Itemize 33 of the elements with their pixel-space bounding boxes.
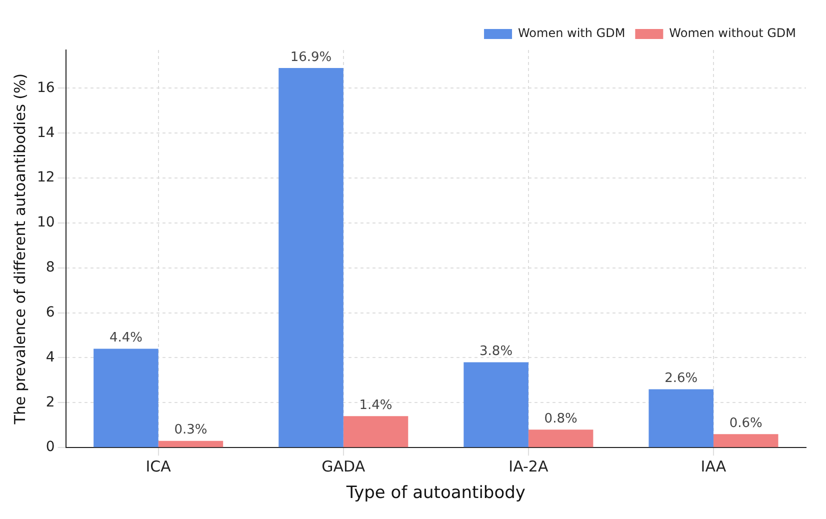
data-label: 0.3% [174,422,208,438]
data-label: 1.4% [359,398,392,414]
legend-label: Women without GDM [669,26,796,40]
bar [648,389,714,448]
y-tick-label: 16 [36,80,55,96]
x-tick-label: IAA [700,457,727,476]
y-tick-label: 10 [36,214,55,231]
x-axis-title: Type of autoantibody [345,483,526,504]
bar [713,434,778,448]
bar [278,68,344,448]
y-tick-label: 0 [46,439,55,456]
data-label: 2.6% [664,371,698,386]
legend-label: Women with GDM [518,26,626,40]
y-tick-label: 6 [46,304,55,320]
bar [528,430,594,448]
data-label: 4.4% [109,330,142,346]
data-label: 0.8% [544,412,578,427]
data-label: 16.9% [290,50,332,65]
y-tick-label: 8 [46,260,55,276]
data-label: 3.8% [480,344,513,360]
y-tick-label: 2 [46,394,55,410]
y-tick-label: 12 [36,170,55,186]
x-tick-label: IA-2A [508,457,549,476]
bar [343,416,408,448]
y-axis-title: The prevalence of different autoantibodies (%) [10,73,29,426]
y-tick-label: 14 [36,124,55,141]
y-tick-label: 4 [46,349,55,366]
x-tick-label: ICA [146,457,172,476]
bar [464,362,528,448]
bar [94,348,158,448]
data-label: 0.6% [729,416,762,431]
x-tick-label: GADA [322,457,366,476]
bar [158,440,224,448]
